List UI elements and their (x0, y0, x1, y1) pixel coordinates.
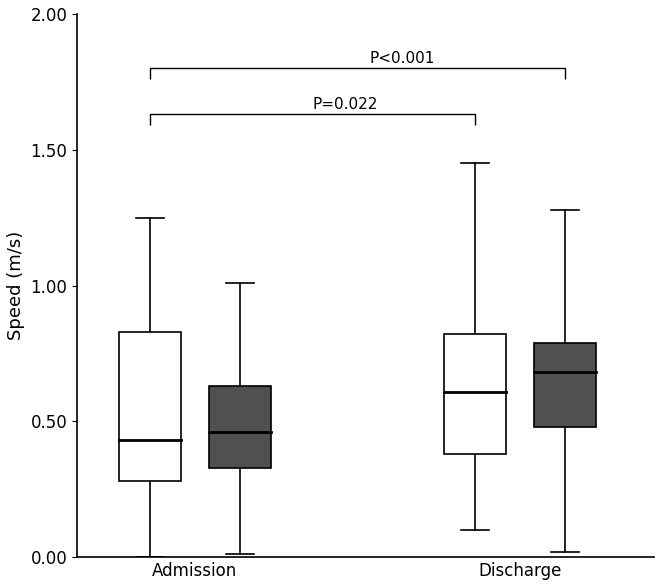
Text: P<0.001: P<0.001 (369, 50, 435, 66)
Text: P=0.022: P=0.022 (313, 97, 378, 112)
Bar (209, 386, 270, 468)
Bar (120, 332, 181, 481)
Bar (444, 335, 506, 454)
Y-axis label: Speed (m/s): Speed (m/s) (7, 231, 25, 340)
Bar (534, 343, 596, 427)
